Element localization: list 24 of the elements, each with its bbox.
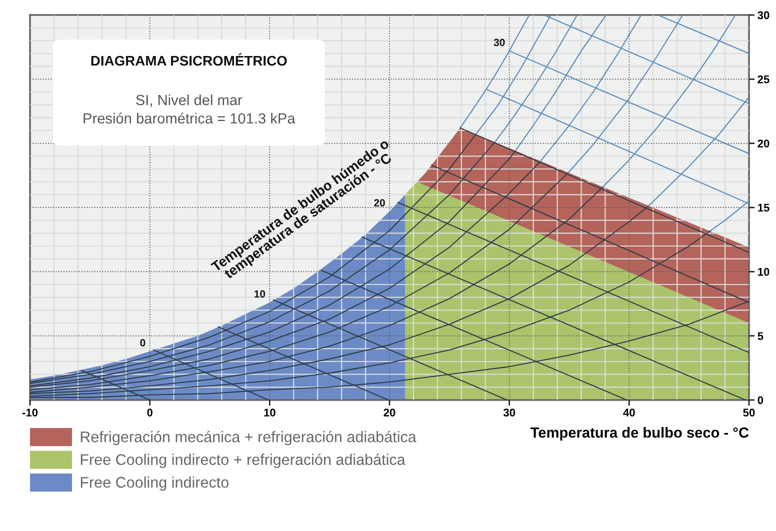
legend-label: Free Cooling indirecto + refrigeración adiabática [80,454,406,468]
text: SI, Nivel del mar Presión barométrica = 101.3 kPa [84,94,296,124]
annotation: 20 [374,199,385,207]
x-tick-label: 10 [264,408,276,416]
y-tick-label: 15 [758,204,770,212]
y-tick-label: 25 [758,75,770,84]
legend-label: Refrigeración mecánica + refrigeración adiabática [80,430,416,446]
text: DIAGRAMA PSICROMÉTRICO [91,53,287,66]
x-tick-label: 0 [147,408,152,416]
y-tick-label: 5 [758,332,764,340]
x-tick-label: 20 [384,408,396,416]
y-tick-label: 0 [758,396,764,404]
x-tick-label: 30 [503,408,516,417]
x-tick-label: 40 [623,408,635,416]
annotation: 30 [494,38,505,46]
x-tick-label: -10 [22,408,38,416]
y-tick-label: 30 [758,11,770,20]
annotation: 0 [140,339,146,346]
y-tick-label: 10 [758,268,770,276]
legend-label: Free Cooling indirecto [80,476,228,491]
annotation: 10 [254,290,266,298]
y-tick-label: 20 [758,140,770,148]
x-axis-title: Temperatura de bulbo seco - °C [530,427,749,441]
x-tick-label: 50 [743,408,755,416]
